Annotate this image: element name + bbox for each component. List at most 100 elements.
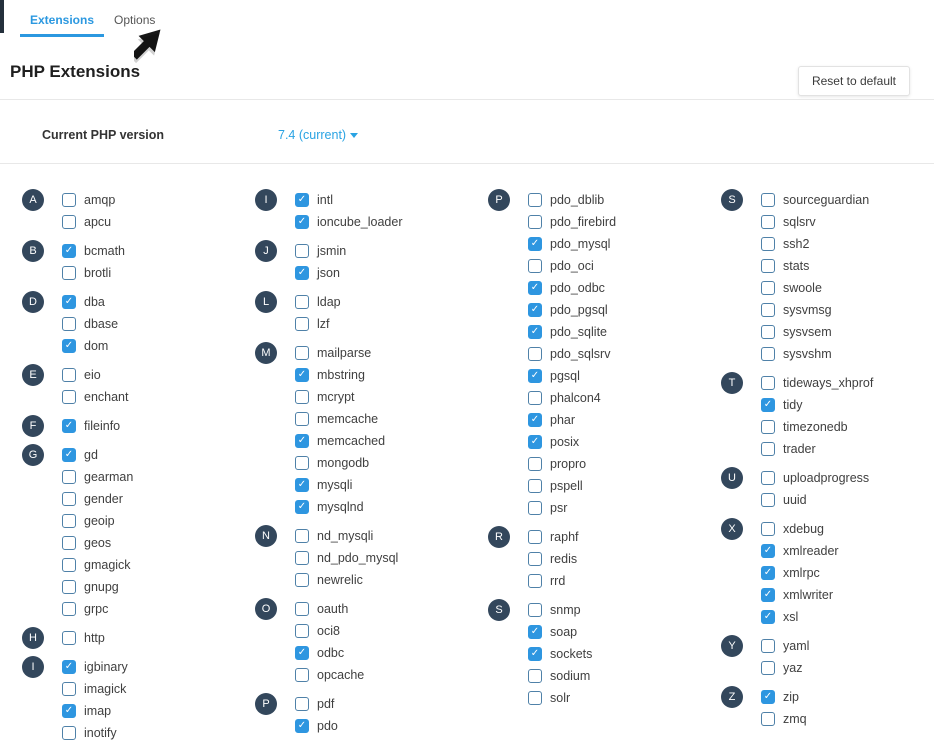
checkbox-unchecked-icon[interactable] (761, 471, 775, 485)
checkbox-unchecked-icon[interactable] (761, 639, 775, 653)
extension-checkbox-item[interactable]: mcrypt (295, 386, 385, 408)
extension-checkbox-item[interactable]: tideways_xhprof (761, 372, 873, 394)
extension-checkbox-item[interactable]: xmlrpc (761, 562, 839, 584)
extension-checkbox-item[interactable]: bcmath (62, 240, 125, 262)
extension-checkbox-item[interactable]: gnupg (62, 576, 133, 598)
checkbox-unchecked-icon[interactable] (62, 536, 76, 550)
tab-options[interactable]: Options (114, 13, 156, 27)
checkbox-unchecked-icon[interactable] (761, 281, 775, 295)
checkbox-checked-icon[interactable] (295, 368, 309, 382)
checkbox-checked-icon[interactable] (62, 244, 76, 258)
checkbox-unchecked-icon[interactable] (528, 574, 542, 588)
extension-checkbox-item[interactable]: http (62, 627, 105, 649)
checkbox-unchecked-icon[interactable] (295, 551, 309, 565)
checkbox-unchecked-icon[interactable] (62, 390, 76, 404)
extension-checkbox-item[interactable]: psr (528, 497, 616, 519)
checkbox-checked-icon[interactable] (528, 435, 542, 449)
checkbox-checked-icon[interactable] (761, 566, 775, 580)
extension-checkbox-item[interactable]: phar (528, 409, 616, 431)
extension-checkbox-item[interactable]: amqp (62, 189, 115, 211)
checkbox-unchecked-icon[interactable] (295, 295, 309, 309)
checkbox-unchecked-icon[interactable] (761, 193, 775, 207)
extension-checkbox-item[interactable]: timezonedb (761, 416, 873, 438)
extension-checkbox-item[interactable]: pdo_oci (528, 255, 616, 277)
checkbox-checked-icon[interactable] (295, 646, 309, 660)
checkbox-unchecked-icon[interactable] (62, 602, 76, 616)
checkbox-checked-icon[interactable] (62, 448, 76, 462)
checkbox-checked-icon[interactable] (62, 660, 76, 674)
extension-checkbox-item[interactable]: yaz (761, 657, 809, 679)
extension-checkbox-item[interactable]: ioncube_loader (295, 211, 403, 233)
checkbox-unchecked-icon[interactable] (62, 492, 76, 506)
extension-checkbox-item[interactable]: sysvsem (761, 321, 869, 343)
checkbox-checked-icon[interactable] (528, 303, 542, 317)
checkbox-unchecked-icon[interactable] (295, 346, 309, 360)
checkbox-checked-icon[interactable] (295, 434, 309, 448)
checkbox-unchecked-icon[interactable] (295, 697, 309, 711)
extension-checkbox-item[interactable]: ssh2 (761, 233, 869, 255)
extension-checkbox-item[interactable]: enchant (62, 386, 128, 408)
extension-checkbox-item[interactable]: xmlreader (761, 540, 839, 562)
checkbox-unchecked-icon[interactable] (295, 668, 309, 682)
extension-checkbox-item[interactable]: propro (528, 453, 616, 475)
extension-checkbox-item[interactable]: zip (761, 686, 807, 708)
extension-checkbox-item[interactable]: mysqlnd (295, 496, 385, 518)
checkbox-unchecked-icon[interactable] (62, 631, 76, 645)
extension-checkbox-item[interactable]: xsl (761, 606, 839, 628)
checkbox-unchecked-icon[interactable] (761, 420, 775, 434)
checkbox-unchecked-icon[interactable] (528, 691, 542, 705)
checkbox-checked-icon[interactable] (528, 325, 542, 339)
tab-extensions[interactable]: Extensions (20, 0, 105, 37)
checkbox-unchecked-icon[interactable] (528, 391, 542, 405)
extension-checkbox-item[interactable]: sysvmsg (761, 299, 869, 321)
checkbox-unchecked-icon[interactable] (295, 529, 309, 543)
extension-checkbox-item[interactable]: trader (761, 438, 873, 460)
checkbox-checked-icon[interactable] (761, 610, 775, 624)
extension-checkbox-item[interactable]: gearman (62, 466, 133, 488)
checkbox-checked-icon[interactable] (295, 193, 309, 207)
extension-checkbox-item[interactable]: redis (528, 548, 579, 570)
checkbox-unchecked-icon[interactable] (528, 603, 542, 617)
checkbox-unchecked-icon[interactable] (761, 237, 775, 251)
extension-checkbox-item[interactable]: uuid (761, 489, 869, 511)
checkbox-unchecked-icon[interactable] (62, 368, 76, 382)
checkbox-checked-icon[interactable] (528, 237, 542, 251)
checkbox-unchecked-icon[interactable] (761, 259, 775, 273)
checkbox-checked-icon[interactable] (761, 690, 775, 704)
extension-checkbox-item[interactable]: memcache (295, 408, 385, 430)
checkbox-unchecked-icon[interactable] (761, 522, 775, 536)
checkbox-unchecked-icon[interactable] (62, 317, 76, 331)
extension-checkbox-item[interactable]: sockets (528, 643, 592, 665)
checkbox-unchecked-icon[interactable] (761, 325, 775, 339)
checkbox-unchecked-icon[interactable] (528, 457, 542, 471)
extension-checkbox-item[interactable]: xdebug (761, 518, 839, 540)
extension-checkbox-item[interactable]: fileinfo (62, 415, 120, 437)
extension-checkbox-item[interactable]: lzf (295, 313, 341, 335)
extension-checkbox-item[interactable]: eio (62, 364, 128, 386)
checkbox-checked-icon[interactable] (761, 398, 775, 412)
extension-checkbox-item[interactable]: pdo_dblib (528, 189, 616, 211)
extension-checkbox-item[interactable]: snmp (528, 599, 592, 621)
checkbox-unchecked-icon[interactable] (62, 470, 76, 484)
checkbox-checked-icon[interactable] (528, 369, 542, 383)
extension-checkbox-item[interactable]: tidy (761, 394, 873, 416)
checkbox-unchecked-icon[interactable] (761, 712, 775, 726)
extension-checkbox-item[interactable]: pdf (295, 693, 338, 715)
checkbox-unchecked-icon[interactable] (295, 317, 309, 331)
checkbox-unchecked-icon[interactable] (295, 624, 309, 638)
extension-checkbox-item[interactable]: intl (295, 189, 403, 211)
checkbox-unchecked-icon[interactable] (62, 558, 76, 572)
checkbox-unchecked-icon[interactable] (528, 215, 542, 229)
checkbox-unchecked-icon[interactable] (761, 493, 775, 507)
extension-checkbox-item[interactable]: mongodb (295, 452, 385, 474)
checkbox-unchecked-icon[interactable] (295, 412, 309, 426)
extension-checkbox-item[interactable]: yaml (761, 635, 809, 657)
extension-checkbox-item[interactable]: oci8 (295, 620, 364, 642)
extension-checkbox-item[interactable]: igbinary (62, 656, 128, 678)
extension-checkbox-item[interactable]: gmagick (62, 554, 133, 576)
checkbox-unchecked-icon[interactable] (295, 602, 309, 616)
checkbox-unchecked-icon[interactable] (528, 259, 542, 273)
checkbox-unchecked-icon[interactable] (761, 661, 775, 675)
extension-checkbox-item[interactable]: apcu (62, 211, 115, 233)
checkbox-unchecked-icon[interactable] (528, 479, 542, 493)
